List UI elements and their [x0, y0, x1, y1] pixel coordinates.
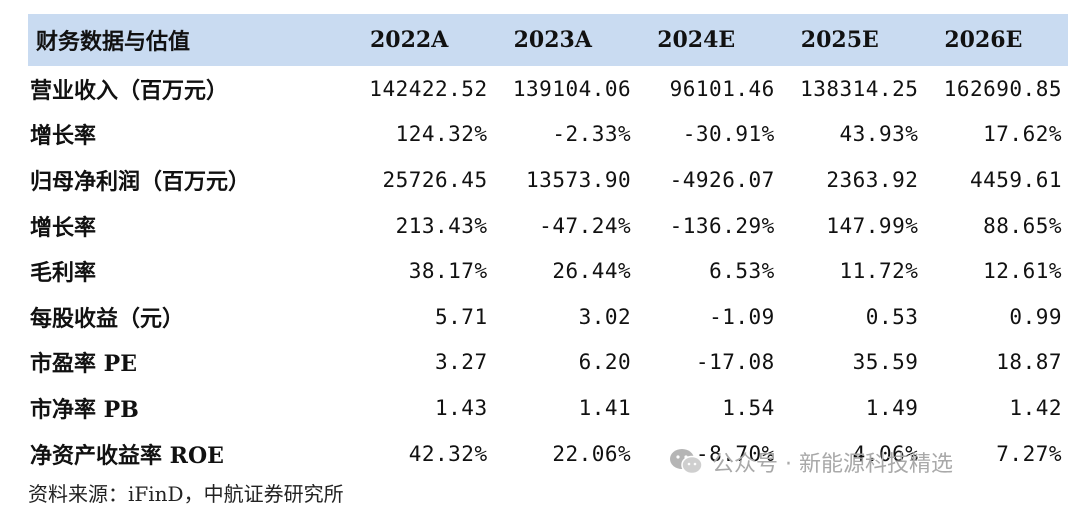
table-cell: 5.71 — [435, 304, 488, 329]
row-label: 市净率 PB — [30, 396, 139, 423]
table-row: 毛利率 38.17% 26.44% 6.53% 11.72% 12.61% — [28, 248, 1068, 294]
table-cell: 17.62% — [983, 122, 1062, 147]
table-row: 营业收入（百万元） 142422.52 139104.06 96101.46 1… — [28, 66, 1068, 112]
table-cell: 1.54 — [722, 395, 775, 420]
table-cell: 139104.06 — [512, 76, 632, 101]
row-label: 市盈率 PE — [30, 351, 137, 378]
table-row: 净资产收益率 ROE 42.32% 22.06% -8.70% 4.06% 7.… — [28, 431, 1068, 477]
table-row: 市盈率 PE 3.27 6.20 -17.08 35.59 18.87 — [28, 340, 1068, 386]
table-cell: 1.42 — [1009, 395, 1062, 420]
header-label: 财务数据与估值 — [36, 29, 191, 55]
table-cell: 4459.61 — [969, 167, 1062, 192]
table-cell: 142422.52 — [369, 76, 488, 101]
table-cell: 12.61% — [983, 259, 1062, 284]
table-cell: -30.91% — [682, 122, 775, 147]
table-row: 每股收益（元） 5.71 3.02 -1.09 0.53 0.99 — [28, 294, 1068, 340]
financial-table: 财务数据与估值 2022A 2023A 2024E 2025E 2026E 营业… — [28, 14, 1068, 476]
table-cell: 35.59 — [852, 350, 919, 375]
table-cell: 213.43% — [395, 213, 488, 238]
table-cell: -8.70% — [695, 441, 775, 466]
table-cell: -47.24% — [539, 213, 632, 238]
table-cell: 25726.45 — [382, 167, 488, 192]
table-cell: 1.41 — [578, 395, 632, 420]
row-label: 净资产收益率 ROE — [30, 442, 224, 469]
table-cell: -17.08 — [695, 350, 775, 375]
table-cell: 7.27% — [996, 441, 1062, 466]
table-cell: 6.53% — [709, 259, 775, 284]
wechat-icon — [670, 449, 703, 475]
table-cell: 1.49 — [865, 395, 919, 420]
table-cell: 26.44% — [552, 259, 632, 284]
table-cell: 124.32% — [395, 122, 488, 147]
financial-table-container: 财务数据与估值 2022A 2023A 2024E 2025E 2026E 营业… — [28, 14, 1068, 476]
table-cell: -2.33% — [552, 122, 632, 147]
table-cell: 6.20 — [578, 350, 632, 375]
table-cell: 0.53 — [865, 304, 919, 329]
table-cell: 3.27 — [435, 350, 488, 375]
table-header-row: 财务数据与估值 2022A 2023A 2024E 2025E 2026E — [28, 14, 1068, 66]
row-label: 每股收益（元） — [30, 305, 185, 332]
source-note: 资料来源：iFinD，中航证券研究所 — [28, 482, 344, 506]
table-cell: 22.06% — [552, 441, 632, 466]
table-row: 归母净利润（百万元） 25726.45 13573.90 -4926.07 23… — [28, 157, 1068, 203]
table-cell: 18.87 — [996, 350, 1062, 375]
table-cell: 0.99 — [1009, 304, 1062, 329]
header-year: 2024E — [657, 27, 736, 53]
table-row: 市净率 PB 1.43 1.41 1.54 1.49 1.42 — [28, 385, 1068, 431]
table-cell: 38.17% — [408, 259, 488, 284]
table-row: 增长率 213.43% -47.24% -136.29% 147.99% 88.… — [28, 203, 1068, 249]
watermark-text: 公众号 · 新能源科技精选 — [712, 452, 953, 477]
header-year: 2025E — [800, 27, 879, 53]
header-year: 2023A — [513, 27, 592, 53]
table-cell: 13573.90 — [526, 167, 632, 192]
table-cell: 43.93% — [839, 122, 919, 147]
table-cell: 3.02 — [578, 304, 632, 329]
table-cell: 42.32% — [408, 441, 488, 466]
table-cell: 138314.25 — [800, 76, 919, 101]
table-cell: 11.72% — [839, 259, 919, 284]
table-cell: 1.43 — [435, 395, 488, 420]
row-label: 增长率 — [30, 123, 97, 150]
table-cell: 2363.92 — [826, 167, 919, 192]
row-label: 营业收入（百万元） — [30, 77, 229, 104]
table-cell: 4.06% — [852, 441, 919, 466]
table-cell: 162690.85 — [943, 76, 1062, 101]
table-cell: 147.99% — [826, 213, 919, 238]
table-row: 增长率 124.32% -2.33% -30.91% 43.93% 17.62% — [28, 112, 1068, 158]
header-year: 2022A — [370, 27, 449, 53]
table-cell: -4926.07 — [669, 167, 775, 192]
row-label: 归母净利润（百万元） — [30, 168, 251, 195]
watermark: 公众号 · 新能源科技精选 — [668, 446, 953, 478]
table-cell: -1.09 — [709, 304, 775, 329]
table-cell: 96101.46 — [669, 76, 775, 101]
table-cell: -136.29% — [669, 213, 775, 238]
row-label: 增长率 — [30, 214, 97, 241]
table-cell: 88.65% — [983, 213, 1062, 238]
row-label: 毛利率 — [30, 260, 97, 287]
header-year: 2026E — [944, 27, 1023, 53]
